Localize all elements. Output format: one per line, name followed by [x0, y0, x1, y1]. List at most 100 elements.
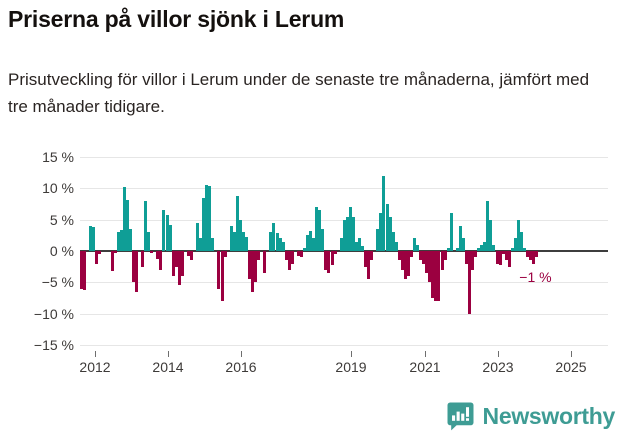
- chart-bar: [450, 213, 453, 251]
- chart-bar: [410, 251, 413, 258]
- chart-bar: [416, 244, 419, 251]
- chart-bar: [425, 251, 428, 273]
- chart-bar: [526, 251, 529, 258]
- chart-bar: [276, 233, 279, 251]
- chart-bar: [422, 251, 425, 264]
- chart-bar: [529, 251, 532, 261]
- newsworthy-logo-text: Newsworthy: [482, 403, 616, 429]
- chart-bar: [505, 251, 508, 261]
- chart-bar: [117, 232, 120, 251]
- chart-bar: [367, 251, 370, 280]
- chart-bar: [468, 251, 471, 314]
- x-axis-tick: [571, 351, 572, 357]
- chart-bar: [315, 207, 318, 251]
- chart-bar: [312, 238, 315, 251]
- chart-bar: [465, 251, 468, 264]
- chart-bar: [291, 251, 294, 264]
- chart-bar: [83, 251, 86, 291]
- last-value-annotation: −1 %: [519, 269, 552, 285]
- chart-bar: [407, 251, 410, 277]
- chart-bar: [321, 229, 324, 251]
- x-axis-tick: [95, 351, 96, 357]
- chart-bar: [486, 200, 489, 251]
- chart-bar: [166, 214, 169, 251]
- chart-bar: [386, 204, 389, 251]
- chart-bar: [217, 251, 220, 289]
- chart-bar: [306, 235, 309, 251]
- chart-bar: [187, 251, 190, 256]
- y-axis-label: −15 %: [33, 337, 74, 353]
- gridline-15: [80, 157, 608, 158]
- chart-bar: [233, 232, 236, 251]
- chart-bar: [456, 247, 459, 251]
- chart-bar: [413, 238, 416, 251]
- chart-bar: [401, 251, 404, 270]
- chart-bar: [172, 251, 175, 277]
- chart-bar: [514, 238, 517, 251]
- x-axis-label: 2023: [482, 359, 514, 375]
- chart-bar: [343, 219, 346, 251]
- y-axis-label: 15 %: [42, 149, 74, 165]
- x-axis-label: 2021: [409, 359, 441, 375]
- x-axis-tick: [498, 351, 499, 357]
- chart-bar: [80, 251, 83, 289]
- chart-bar: [492, 244, 495, 251]
- gridline--10: [80, 313, 608, 315]
- chart-bar: [395, 241, 398, 251]
- chart-bar: [331, 251, 334, 265]
- chart-bar: [324, 251, 327, 270]
- chart-bar: [144, 200, 147, 251]
- y-axis-label: −10 %: [33, 305, 74, 322]
- chart-bar: [517, 219, 520, 251]
- chart-bar: [489, 219, 492, 251]
- zero-line: [80, 250, 608, 252]
- chart-bar: [535, 251, 538, 258]
- chart-bar: [523, 247, 526, 251]
- chart-bar: [269, 232, 272, 251]
- chart-bar: [389, 216, 392, 251]
- page-title: Priserna på villor sjönk i Lerum: [8, 6, 345, 32]
- chart-bar: [428, 251, 431, 283]
- chart-bar: [434, 251, 437, 302]
- chart-bar: [392, 232, 395, 251]
- chart-bar: [239, 219, 242, 251]
- chart-bar: [181, 251, 184, 277]
- chart-bar: [349, 207, 352, 251]
- x-axis-tick: [425, 351, 426, 357]
- chart-bar: [248, 251, 251, 280]
- chart-bar: [511, 247, 514, 251]
- x-axis-label: 2019: [335, 359, 367, 375]
- chart-bar: [398, 251, 401, 261]
- chart-bar: [190, 251, 193, 261]
- gridline--5: [80, 282, 608, 284]
- chart-bar: [318, 210, 321, 251]
- chart-bar: [279, 238, 282, 251]
- chart-bar: [221, 251, 224, 302]
- chart-bar: [285, 251, 288, 261]
- chart-bar: [496, 251, 499, 264]
- newsworthy-bar-chart-bubble-icon: [447, 402, 474, 431]
- chart-bar: [211, 238, 214, 251]
- chart-bar: [444, 251, 447, 261]
- chart-bar: [370, 251, 373, 261]
- chart-bar: [532, 251, 535, 264]
- chart-bar: [282, 241, 285, 251]
- chart-bar: [404, 251, 407, 280]
- chart-bar: [129, 229, 132, 251]
- chart-bar: [483, 241, 486, 251]
- chart-bar: [257, 251, 260, 261]
- chart-bar: [379, 213, 382, 251]
- chart-bar: [431, 251, 434, 298]
- chart-bar: [242, 232, 245, 251]
- x-axis-tick: [168, 351, 169, 357]
- chart-bar: [462, 238, 465, 251]
- x-axis-tick: [351, 351, 352, 357]
- chart-bar: [263, 251, 266, 273]
- chart-bar: [441, 251, 444, 270]
- gridline-10: [80, 188, 608, 190]
- chart-bar: [459, 225, 462, 251]
- chart-bar: [208, 186, 211, 251]
- chart-bar: [382, 175, 385, 251]
- chart-bar: [169, 224, 172, 251]
